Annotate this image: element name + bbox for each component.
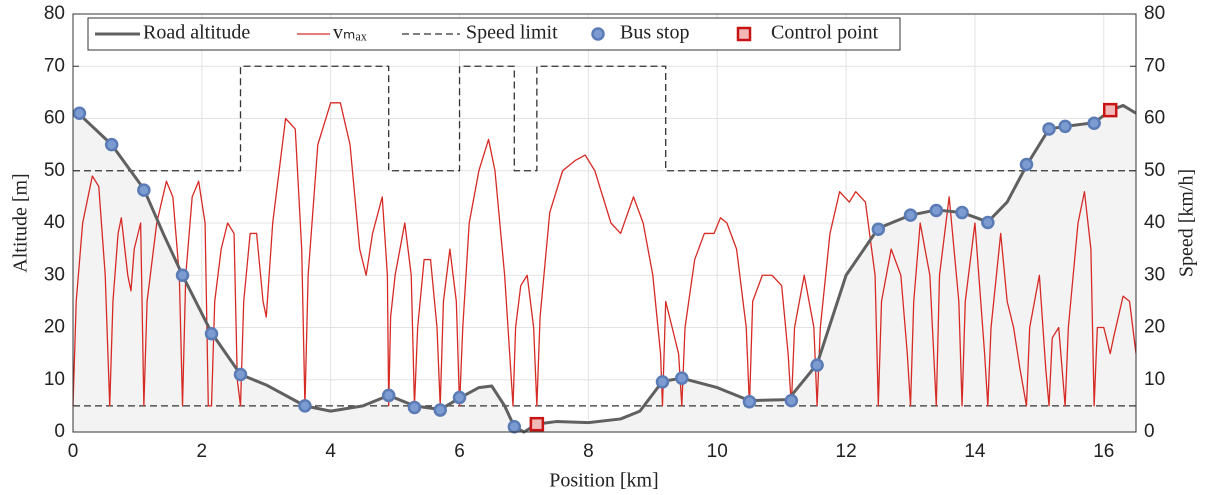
bus-stop xyxy=(903,208,918,222)
y-tick-label: 20 xyxy=(44,317,65,338)
series-line xyxy=(72,103,1137,434)
bus-stop xyxy=(298,399,312,413)
x-axis-label: Position [km] xyxy=(549,470,658,492)
series-line xyxy=(72,102,1137,407)
x-tick-label: 12 xyxy=(836,441,857,462)
bus-stop xyxy=(675,371,689,385)
y-tick-label: 50 xyxy=(44,160,65,181)
bus-stop xyxy=(1058,119,1072,134)
legend-label: Bus stop xyxy=(620,22,689,44)
legend-swatch xyxy=(736,26,752,42)
y-tick-label: 80 xyxy=(44,3,65,24)
y2-tick-label: 40 xyxy=(1144,212,1165,233)
bus-stop xyxy=(381,388,396,403)
x-tick-label: 8 xyxy=(583,441,594,462)
bus-stop xyxy=(955,205,969,220)
x-tick-label: 10 xyxy=(707,441,728,462)
control-point xyxy=(1102,102,1118,118)
y-tick-label: 60 xyxy=(44,108,65,129)
bus-stop xyxy=(810,358,824,372)
bus-stop xyxy=(175,268,190,282)
area-fill xyxy=(73,105,1136,432)
y-tick-label: 10 xyxy=(44,369,65,390)
y2-tick-label: 70 xyxy=(1144,55,1165,76)
y2-axis-label: Speed [km/h] xyxy=(1176,169,1198,277)
y2-tick-label: 50 xyxy=(1144,160,1165,181)
bus-stop xyxy=(137,183,151,197)
bus-stop xyxy=(72,106,87,121)
bus-stop xyxy=(452,390,467,405)
y-tick-label: 30 xyxy=(44,264,65,285)
legend-swatch xyxy=(591,27,605,41)
y2-tick-label: 30 xyxy=(1144,264,1165,285)
bus-stop xyxy=(871,222,886,237)
bus-stop xyxy=(433,403,447,417)
legend-label: vₘₐₓ xyxy=(333,22,367,44)
bus-stop xyxy=(929,203,944,218)
bus-stop xyxy=(233,367,248,382)
bus-stop xyxy=(1087,116,1101,130)
y2-tick-label: 10 xyxy=(1144,369,1165,390)
bus-stop xyxy=(655,375,670,389)
y-tick-label: 70 xyxy=(44,55,65,76)
bus-stop xyxy=(407,400,422,415)
x-tick-label: 6 xyxy=(454,441,465,462)
control-point xyxy=(529,416,545,432)
legend-label: Speed limit xyxy=(466,22,558,44)
bus-stop xyxy=(507,420,522,434)
series-line xyxy=(73,65,1136,172)
bus-stop xyxy=(1019,157,1034,172)
bus-stop xyxy=(981,215,995,230)
x-tick-label: 4 xyxy=(325,441,336,462)
legend: Road altitude vₘₐₓ Speed limit Bus stop Cont… xyxy=(87,17,901,51)
legend-box xyxy=(87,17,901,51)
y2-tick-label: 80 xyxy=(1144,3,1165,24)
bus-stop xyxy=(1042,122,1056,136)
y2-tick-label: 60 xyxy=(1144,108,1165,129)
bus-stop xyxy=(104,137,119,152)
x-tick-label: 14 xyxy=(964,441,986,462)
y-tick-label: 0 xyxy=(54,421,65,442)
y-tick-label: 40 xyxy=(44,212,65,233)
legend-label: Road altitude xyxy=(143,22,250,44)
x-tick-label: 16 xyxy=(1093,441,1114,462)
y2-tick-label: 20 xyxy=(1144,317,1165,338)
bus-stop xyxy=(204,327,219,341)
plot-frame xyxy=(72,13,1137,433)
bus-stop xyxy=(742,394,757,409)
legend-label: Control point xyxy=(771,22,879,44)
bus-stop xyxy=(784,393,799,408)
x-tick-label: 0 xyxy=(68,441,79,462)
y2-tick-label: 0 xyxy=(1144,421,1155,442)
x-tick-label: 2 xyxy=(197,441,208,462)
y-axis-label: Altitude [m] xyxy=(10,173,32,272)
